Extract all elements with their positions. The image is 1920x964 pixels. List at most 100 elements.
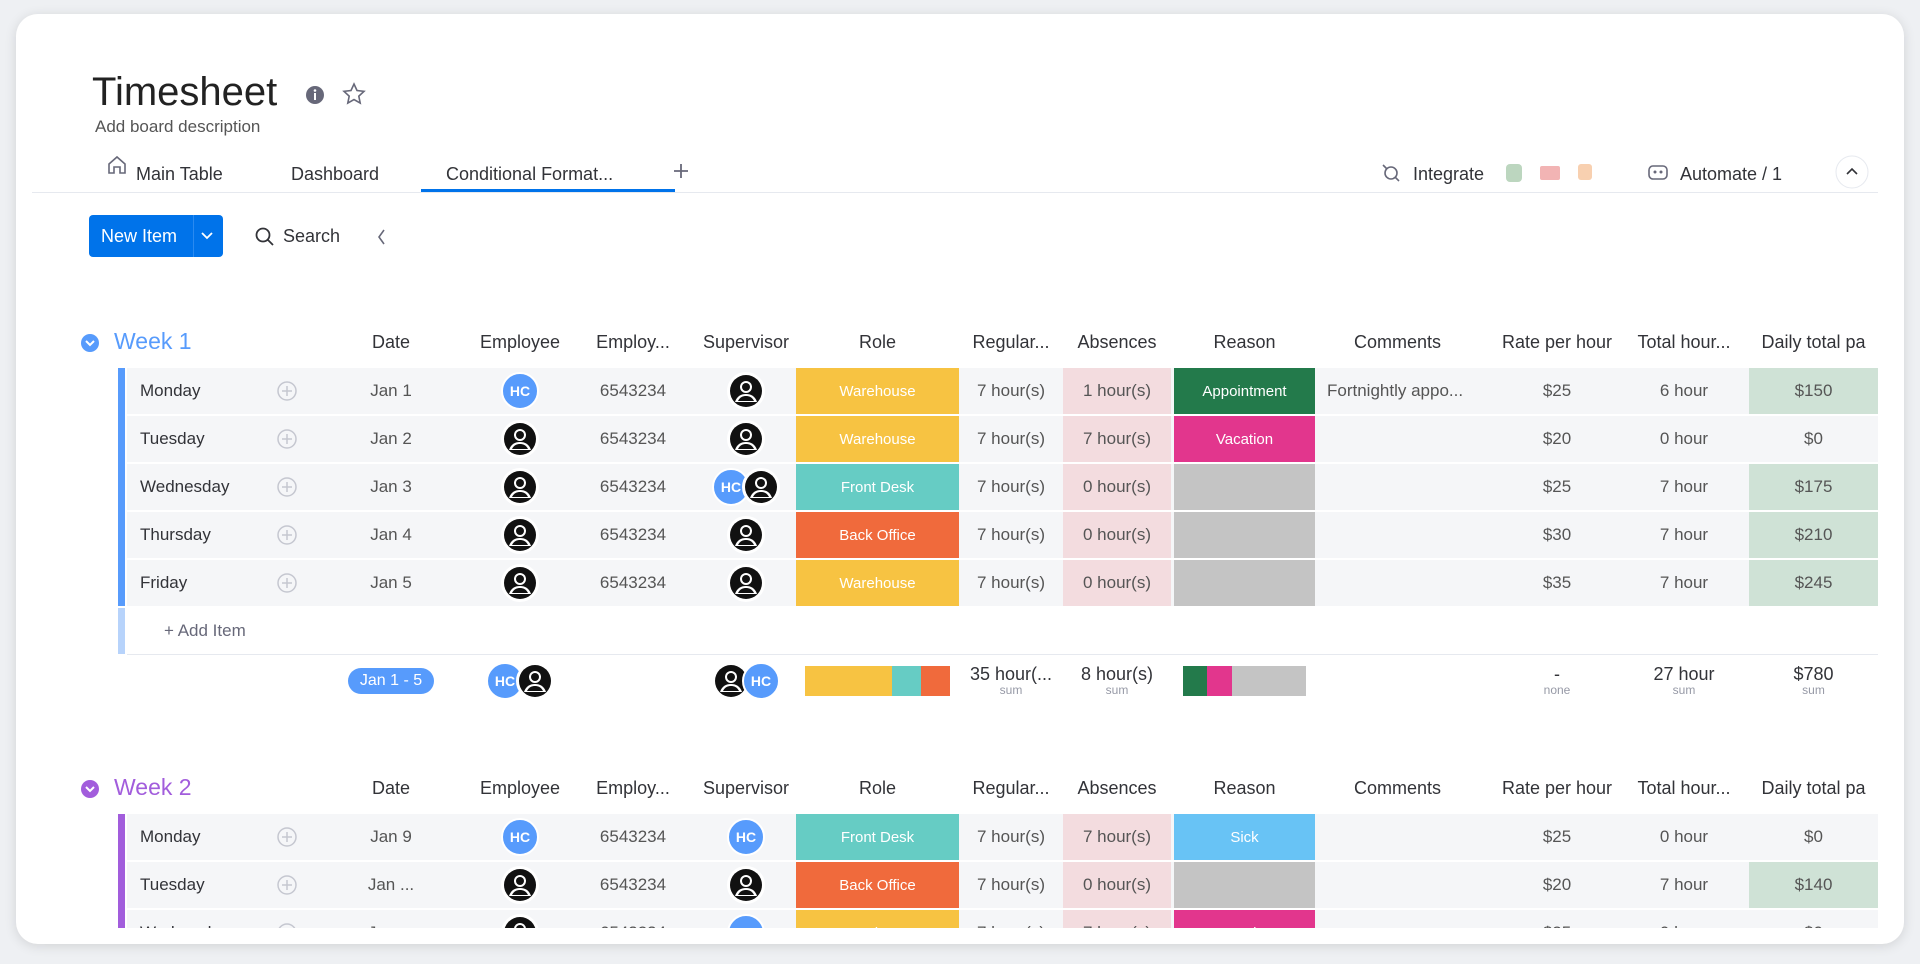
person-icon [504,519,536,551]
summary-label: sum [1105,683,1129,698]
tab[interactable]: Dashboard [291,164,380,184]
open-item[interactable] [276,874,298,896]
rate: $20 [1542,429,1572,448]
role-label: Front Desk [840,828,915,846]
column-header: Date [371,332,411,352]
avatar-group [501,866,539,904]
row [127,862,1878,908]
avatar-group [727,516,765,554]
column-header: Comments [1353,332,1442,352]
open-item[interactable] [276,380,298,402]
item-name[interactable]: Thursday [140,525,211,544]
date: Jan 2 [370,429,412,448]
open-item[interactable] [276,428,298,450]
open-item[interactable] [276,524,298,546]
comments-cell: Fortnightly appo... [1319,368,1476,414]
person-icon [715,665,747,697]
employee-id-cell: 6543234 [578,368,688,414]
column-header: Daily total pa [1761,332,1866,352]
role-label: Back Office [839,876,916,894]
open-item[interactable] [276,826,298,848]
employee-cell: HC [466,368,574,414]
tab[interactable]: Main Table [136,164,223,184]
add-item[interactable]: + Add Item [164,621,246,640]
open-item[interactable] [276,476,298,498]
group-title[interactable]: Week 1 [114,328,192,354]
summary-value: 8 hour(s) [1080,664,1154,685]
reason-label: Appointment [1202,382,1287,400]
add-update-icon [278,923,296,928]
employee-id: 6543234 [599,525,667,544]
item-name[interactable]: Friday [140,573,188,592]
person-icon [745,471,777,503]
rate-cell: $25 [1496,814,1618,860]
absences-cell: 0 hour(s) [1063,560,1171,606]
chevron [81,780,99,798]
item-name[interactable]: Wednesday [140,923,229,928]
item-name[interactable]: Wednesday [140,477,230,496]
new-item-button[interactable]: New Item [89,215,223,257]
open-item[interactable] [276,572,298,594]
daily-cell: $175 [1749,464,1878,510]
daily-cell: $150 [1749,368,1878,414]
reason-cell [1174,464,1315,510]
reason-cell: Sick [1174,814,1315,860]
avatar-icon [501,564,539,602]
board-description[interactable]: Add board description [95,117,261,136]
column-header: Rate per hour [1501,778,1613,798]
date-cell: Jan 5 [346,560,436,606]
column-header: Comments [1353,778,1442,798]
regular-cell: 7 hour(s) [962,910,1060,928]
distribution-segment [1207,666,1233,696]
employee-id: 6543234 [600,923,666,928]
summary-cell: $780 sum [1749,658,1878,704]
row [127,416,1878,462]
total: 6 hour [1659,381,1709,400]
person-icon [504,917,536,928]
total-cell: 0 hour [1622,416,1746,462]
absences: 0 hour(s) [1082,477,1152,496]
absences-cell: 0 hour(s) [1063,512,1171,558]
group-toggle[interactable] [80,333,100,353]
rate: $25 [1542,381,1572,400]
absences: 0 hour(s) [1082,875,1152,894]
avatar-group [501,516,539,554]
info-icon[interactable] [304,84,326,106]
collapse-arrow[interactable] [374,226,388,248]
total-cell: 0 hour [1622,814,1746,860]
supervisor-cell: HC [692,464,800,510]
supervisor-cell: HC [692,910,800,928]
add-tab[interactable] [672,162,690,180]
integrate-button[interactable]: Integrate [1413,164,1485,184]
collapse-button[interactable] [1834,154,1870,190]
open-item[interactable] [276,922,298,928]
group-title[interactable]: Week 2 [114,774,192,800]
employee-cell: HC [466,814,574,860]
role-cell: Front Desk [796,814,959,860]
reason-cell [1174,560,1315,606]
supervisor-cell: HC [692,814,800,860]
item-name[interactable]: Tuesday [140,429,205,448]
role-cell: Front Desk [796,464,959,510]
summary-cell: 8 hour(s) sum [1063,658,1171,704]
summary-cell: - none [1496,658,1618,704]
search-button[interactable]: Search [283,226,341,246]
tab-active[interactable]: Conditional Format... [446,164,614,184]
column-header: Absences [1077,778,1157,798]
rate-cell: $30 [1496,512,1618,558]
favorite-icon[interactable] [342,82,366,106]
group-toggle[interactable] [80,779,100,799]
absences: 1 hour(s) [1082,381,1152,400]
row [127,464,1878,510]
role-cell: Warehouse [796,910,959,928]
date-cell: Jan 4 [346,512,436,558]
distribution-bar [1182,666,1307,696]
item-name[interactable]: Monday [140,827,201,846]
table: Week 1 Date Employee Employ... Supervisor Rol… [16,14,1878,928]
total-cell: 7 hour [1622,862,1746,908]
item-name[interactable]: Monday [140,381,201,400]
item-name[interactable]: Tuesday [140,875,205,894]
add-stripe [118,608,125,654]
automate-button[interactable]: Automate / 1 [1680,164,1783,184]
column-header: Role [858,778,897,798]
